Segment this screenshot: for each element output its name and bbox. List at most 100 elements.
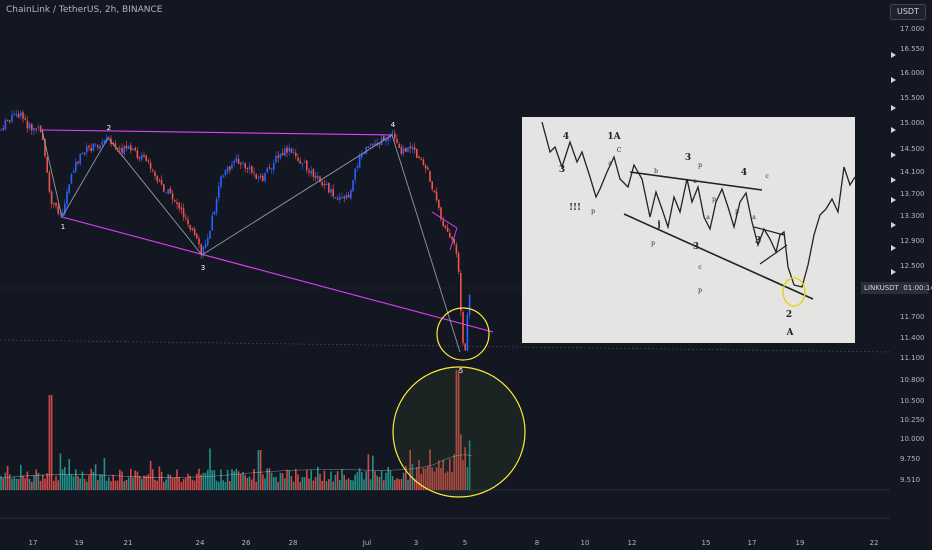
volume-bar — [409, 449, 411, 490]
candle-body — [26, 120, 29, 129]
price-tick-label: 13.300 — [900, 212, 925, 220]
volume-bar — [330, 471, 332, 490]
volume-bar — [224, 481, 227, 490]
volume-bar — [83, 478, 86, 490]
volume-bar — [319, 473, 321, 490]
time-tick-label: 17 — [29, 539, 38, 547]
volume-bar — [303, 477, 306, 490]
candle-body — [215, 199, 218, 213]
candle-body — [248, 166, 251, 169]
volume-bar — [279, 472, 282, 490]
candle-body — [152, 170, 154, 172]
candle-body — [345, 194, 348, 200]
price-tick-label: 15.500 — [900, 94, 925, 102]
volume-bar — [202, 472, 205, 490]
candle-body — [336, 198, 339, 200]
volume-bar — [328, 479, 330, 490]
candle-body — [273, 163, 275, 170]
axis-marker — [891, 197, 896, 203]
price-tick-label: 16.550 — [900, 45, 925, 53]
wave-label-4: 4 — [391, 121, 396, 129]
volume-bar — [396, 478, 398, 490]
volume-bar — [11, 478, 13, 490]
volume-bar — [147, 474, 150, 490]
candle-body — [24, 118, 26, 120]
volume-bar — [141, 478, 143, 490]
volume-bar — [354, 474, 356, 490]
candle-body — [112, 143, 114, 145]
volume-bar — [350, 479, 352, 490]
wave-label-3: 3 — [201, 264, 205, 272]
candle-body — [372, 143, 374, 146]
volume-bar — [248, 476, 251, 490]
inset-label: 4 — [563, 132, 569, 142]
volume-bar — [431, 467, 433, 490]
candle-body — [262, 175, 264, 181]
time-tick-label: 5 — [463, 539, 467, 547]
candle-body — [176, 202, 178, 204]
volume-bar — [286, 469, 288, 490]
volume-bar — [332, 481, 334, 490]
volume-bar — [70, 474, 73, 490]
candle-body — [178, 203, 180, 209]
volume-bar — [460, 434, 462, 490]
currency-badge[interactable]: USDT — [890, 4, 926, 20]
candle-body — [154, 171, 156, 176]
candle-body — [405, 147, 407, 152]
volume-bar — [235, 468, 238, 490]
volume-bar — [13, 477, 15, 490]
axis-marker — [891, 127, 896, 133]
candle-body — [295, 152, 297, 157]
candle-body — [50, 191, 53, 204]
volume-bar — [429, 449, 431, 490]
volume-bar — [6, 465, 9, 490]
candle-body — [97, 145, 99, 148]
candle-body — [39, 125, 42, 133]
volume-bar — [420, 473, 422, 490]
volume-bar — [200, 474, 202, 490]
wedge-lower-line — [61, 216, 494, 333]
volume-bar — [398, 479, 400, 490]
volume-bar — [310, 470, 312, 490]
volume-bar — [240, 474, 242, 490]
volume-bar — [246, 477, 249, 490]
candle-body — [284, 148, 286, 156]
wave-overlay: 1 2 3 4 5 — [41, 121, 526, 498]
volume-bar — [130, 468, 132, 490]
candle-body — [264, 173, 266, 182]
volume-bar — [55, 475, 57, 490]
volume-bar — [440, 467, 442, 490]
volume-bar — [136, 471, 139, 490]
volume-bar — [262, 474, 264, 490]
volume-bar — [251, 479, 253, 490]
volume-bar — [295, 468, 297, 490]
candle-body — [64, 203, 66, 214]
candle-body — [431, 181, 433, 190]
axis-marker — [891, 52, 896, 58]
candle-body — [61, 212, 64, 214]
volume-bar — [233, 471, 235, 490]
candle-body — [46, 157, 48, 173]
candle-body — [409, 146, 411, 149]
price-tick-label: 14.100 — [900, 168, 925, 176]
candle-body — [233, 161, 235, 164]
candle-body — [147, 160, 150, 162]
volume-bar — [244, 474, 246, 490]
small-channel-side — [449, 227, 458, 251]
candle-body — [358, 155, 361, 168]
candle-body — [37, 126, 40, 128]
time-tick-label: 28 — [289, 539, 298, 547]
candle-body — [0, 129, 2, 131]
price-tick-label: 10.250 — [900, 416, 925, 424]
inset-upper-trendline — [629, 171, 763, 191]
volume-bar — [442, 459, 444, 490]
candle-body — [119, 148, 121, 150]
inset-label: 3 — [559, 165, 565, 175]
candle-body — [356, 166, 359, 168]
volume-bar — [385, 472, 387, 490]
candle-body — [299, 160, 301, 164]
volume-bar — [273, 477, 275, 490]
candle-body — [350, 189, 352, 199]
volume-bar — [356, 472, 359, 490]
